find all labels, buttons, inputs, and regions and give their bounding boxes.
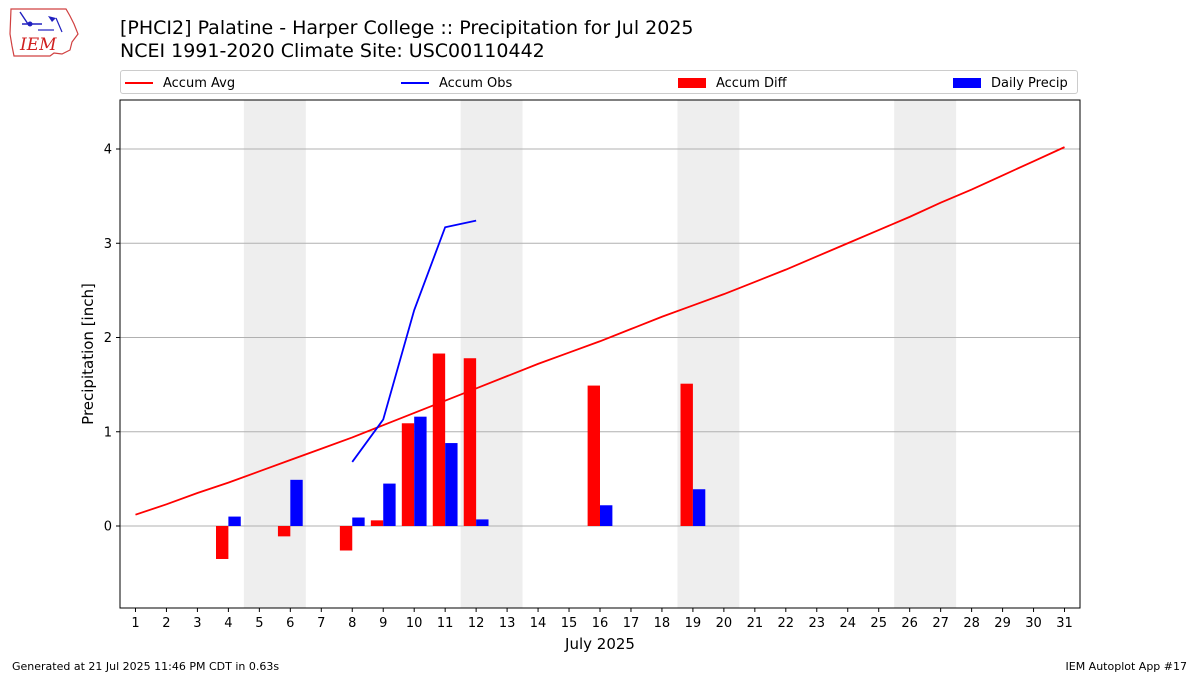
weekend-shade [677, 100, 740, 608]
x-tick-label: 28 [963, 616, 980, 631]
x-tick-label: 10 [406, 616, 423, 631]
x-tick-label: 23 [809, 616, 826, 631]
accum-diff-bar [401, 423, 415, 527]
x-tick-label: 25 [870, 616, 887, 631]
svg-text:IEM: IEM [19, 35, 57, 55]
x-tick-label: 12 [468, 616, 485, 631]
legend-label: Daily Precip [991, 75, 1068, 91]
daily-precip-bar [445, 443, 458, 527]
x-tick-label: 8 [348, 616, 356, 631]
x-axis-label: July 2025 [564, 635, 635, 653]
x-tick-label: 19 [685, 616, 702, 631]
legend-item-accum-avg: Accum Avg [125, 74, 235, 92]
legend-label: Accum Obs [439, 75, 513, 91]
daily-precip-bar [414, 416, 427, 527]
x-tick-label: 17 [623, 616, 640, 631]
x-tick-label: 21 [747, 616, 764, 631]
accum-diff-bar [463, 358, 477, 527]
x-tick-label: 4 [224, 616, 232, 631]
x-tick-label: 24 [839, 616, 856, 631]
daily-precip-bar [692, 489, 706, 527]
x-tick-label: 7 [317, 616, 325, 631]
x-tick-label: 30 [1025, 616, 1042, 631]
accum-diff-bar [680, 383, 693, 527]
weekend-shade [460, 100, 523, 608]
daily-precip-bar [476, 519, 489, 527]
x-tick-label: 20 [716, 616, 733, 631]
accum-avg-line [135, 146, 1065, 516]
daily-precip-bar [352, 517, 365, 527]
daily-precip-bar [383, 483, 396, 527]
weekend-shade [894, 100, 957, 608]
y-tick-label: 3 [104, 237, 112, 252]
accum-diff-bar [432, 353, 446, 527]
x-tick-label: 16 [592, 616, 609, 631]
legend-swatch-accum-avg [125, 82, 153, 84]
accum-diff-bar [277, 526, 291, 537]
accum-obs-line [351, 219, 477, 463]
x-tick-label: 14 [530, 616, 547, 631]
y-tick-label: 4 [104, 143, 112, 158]
y-tick-label: 2 [104, 331, 112, 346]
daily-precip-bar [290, 479, 303, 527]
legend-label: Accum Diff [716, 75, 787, 91]
legend-item-daily-precip: Daily Precip [953, 74, 1068, 92]
iem-logo: IEM [8, 6, 80, 58]
legend-item-accum-diff: Accum Diff [678, 74, 787, 92]
x-tick-label: 3 [193, 616, 201, 631]
chart-subtitle: NCEI 1991-2020 Climate Site: USC00110442 [120, 40, 545, 62]
legend-item-accum-obs: Accum Obs [401, 74, 512, 92]
daily-precip-bar [600, 505, 613, 527]
x-tick-label: 5 [255, 616, 263, 631]
chart-title: [PHCI2] Palatine - Harper College :: Pre… [120, 17, 694, 39]
legend: Accum Avg Accum Obs Accum Diff Daily Pre… [120, 70, 1078, 94]
x-tick-label: 31 [1056, 616, 1073, 631]
x-tick-label: 22 [778, 616, 795, 631]
y-tick-label: 0 [104, 520, 112, 535]
x-tick-label: 1 [131, 616, 139, 631]
daily-precip-bar [228, 516, 241, 527]
y-tick-label: 1 [104, 425, 112, 440]
accum-diff-bar [216, 526, 229, 559]
x-tick-label: 2 [162, 616, 170, 631]
accum-diff-bar [587, 385, 600, 527]
footer-generated: Generated at 21 Jul 2025 11:46 PM CDT in… [12, 660, 280, 673]
legend-swatch-accum-diff [678, 78, 706, 88]
x-tick-label: 13 [499, 616, 516, 631]
accum-diff-bar [339, 526, 353, 551]
x-tick-label: 18 [654, 616, 671, 631]
x-tick-label: 15 [561, 616, 578, 631]
weekend-shade [243, 100, 306, 608]
x-tick-label: 26 [901, 616, 918, 631]
accum-diff-bar [370, 520, 384, 527]
x-tick-label: 29 [994, 616, 1011, 631]
x-tick-label: 9 [379, 616, 387, 631]
x-tick-label: 27 [932, 616, 949, 631]
x-tick-label: 11 [437, 616, 454, 631]
legend-swatch-accum-obs [401, 82, 429, 84]
footer-app: IEM Autoplot App #17 [1065, 660, 1188, 673]
y-axis-label: Precipitation [inch] [79, 283, 97, 425]
legend-swatch-daily-precip [953, 78, 981, 88]
legend-label: Accum Avg [163, 75, 236, 91]
x-tick-label: 6 [286, 616, 294, 631]
